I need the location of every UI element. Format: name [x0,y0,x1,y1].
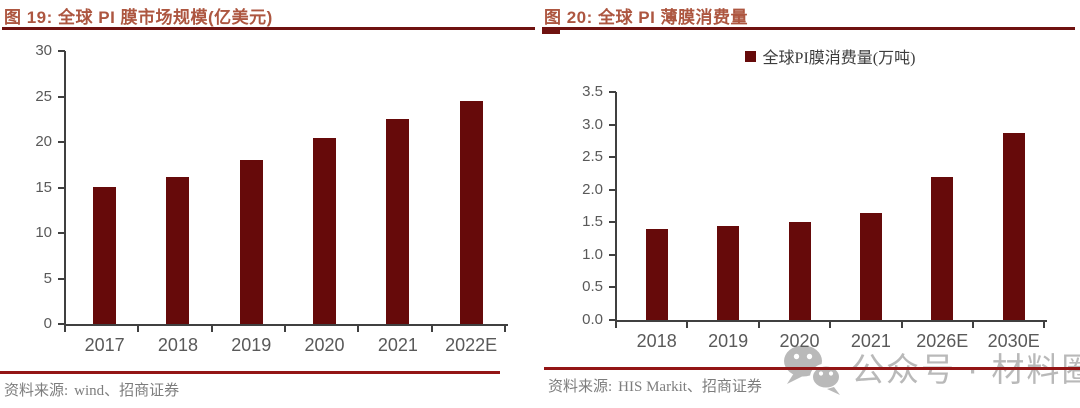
title-underline-nub [542,27,560,34]
y-tick-label: 2.5 [582,148,603,166]
bar [717,225,740,320]
bar [239,160,263,324]
y-tick [609,319,616,321]
title-underline [2,27,535,30]
x-tick [503,326,506,332]
y-tick [58,50,65,52]
x-axis-line [64,324,508,326]
x-tick-label: 2022E [445,335,498,355]
x-tick-label: 2021 [850,331,891,351]
x-tick-label: 2026E [916,331,969,351]
y-tick [58,186,65,189]
y-tick [609,188,616,191]
bar [788,222,811,320]
x-tick [757,322,760,328]
source-label: 资料来源: [4,383,69,399]
x-tick [1043,322,1046,328]
y-tick [58,323,65,325]
source-text: wind、招商证券 [74,383,180,399]
bar [459,101,483,324]
x-tick [283,326,286,332]
x-axis-line [615,320,1048,322]
y-tick-label: 15 [35,178,52,196]
x-tick [686,322,689,328]
title-underline [542,27,1075,30]
x-tick [829,322,832,328]
y-tick [609,286,616,289]
y-tick [609,221,616,224]
x-tick [64,326,66,332]
y-tick-label: 3.5 [582,83,603,100]
legend: 全球PI膜消费量(万吨) [616,44,1044,68]
source-label: 资料来源: [548,379,613,395]
source-divider [544,367,1080,370]
y-tick [58,141,65,143]
x-tick [615,322,617,328]
y-tick [609,253,616,256]
y-tick-label: 5 [43,269,52,287]
consumption-bar-chart: 0.0 0.5 1.0 1.5 2.0 2.5 3.0 3.5 2018 2019 2020 2021… [540,0,1080,408]
source-note: 资料来源: HIS Markit、招商证券 [548,375,762,396]
chart-panel-market-size: 图 19: 全球 PI 膜市场规模(亿美元) 0 5 10 15 20 25 30 2017 2… [0,8,535,400]
legend-marker-icon [744,50,756,62]
y-tick-label: 20 [35,133,52,150]
y-tick-label: 3.0 [582,115,603,133]
x-tick [972,322,974,328]
x-tick [900,322,903,328]
y-tick [58,277,65,280]
x-tick-label: 2021 [377,335,418,355]
y-tick [609,156,616,159]
chart-panel-consumption: 图 20: 全球 PI 薄膜消费量 全球PI膜消费量(万吨) 0.0 0.5 1.0… [540,0,1080,408]
x-tick-label: 2017 [84,335,125,355]
bar [386,119,410,324]
bar [166,176,190,324]
y-tick [58,232,65,234]
x-tick-label: 2020 [304,335,345,355]
y-axis-line [615,92,617,322]
y-tick-label: 0.0 [582,311,603,328]
chart-title: 图 19: 全球 PI 膜市场规模(亿美元) [4,8,273,27]
y-axis-line [64,51,66,326]
y-tick-label: 0 [43,315,52,332]
legend-label: 全球PI膜消费量(万吨) [762,50,916,67]
bar [645,228,668,320]
x-tick [357,326,360,332]
y-tick [609,123,616,126]
y-tick-label: 10 [35,224,52,241]
y-tick-label: 25 [35,87,52,105]
x-tick [210,326,213,332]
bar [93,186,117,324]
x-tick-label: 2030E [987,331,1040,351]
source-note: 资料来源: wind、招商证券 [4,379,179,400]
market-size-bar-chart: 0 5 10 15 20 25 30 2017 2018 2019 2020 2021 2022E [35,42,508,355]
y-tick-label: 2.0 [582,180,603,198]
bar [313,138,337,324]
y-tick-label: 1.0 [582,245,603,263]
bar [931,176,954,320]
y-tick [609,91,616,93]
bar [1002,133,1025,320]
source-text: HIS Markit、招商证券 [618,379,762,395]
y-tick-label: 0.5 [582,278,603,296]
x-tick-label: 2019 [708,331,749,351]
source-divider [0,371,500,374]
x-tick [137,326,140,332]
y-tick [58,95,65,98]
x-tick-label: 2018 [636,331,677,351]
x-tick-label: 2018 [157,335,198,355]
chart-title: 图 20: 全球 PI 薄膜消费量 [544,8,749,27]
y-tick-label: 30 [35,42,52,59]
x-tick [430,326,433,332]
y-tick-label: 1.5 [582,213,603,231]
x-tick-label: 2019 [231,335,272,355]
bar [859,212,882,320]
x-tick-label: 2020 [779,331,820,351]
